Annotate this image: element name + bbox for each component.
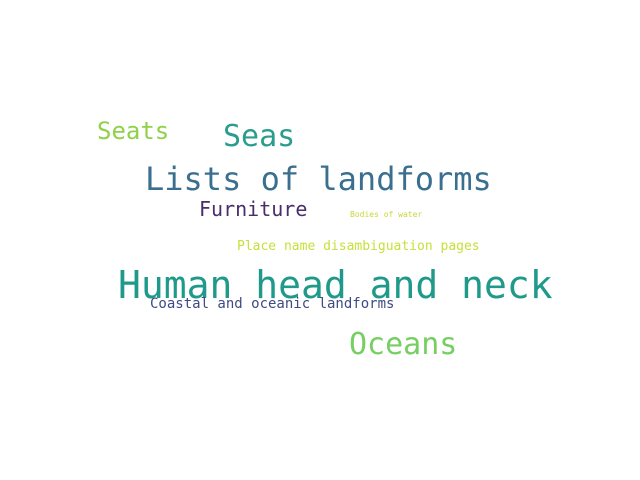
word-coastal-and-oceanic-landforms: Coastal and oceanic landforms — [150, 296, 395, 312]
word-furniture: Furniture — [199, 197, 308, 221]
word-lists-of-landforms: Lists of landforms — [145, 160, 492, 198]
word-seats: Seats — [97, 117, 170, 145]
word-bodies-of-water: Bodies of water — [350, 210, 423, 219]
word-place-name-disambiguation-pages: Place name disambiguation pages — [237, 239, 480, 254]
word-seas: Seas — [223, 119, 296, 154]
word-oceans: Oceans — [349, 327, 458, 362]
word-human-head-and-neck: Human head and neck — [118, 263, 553, 307]
